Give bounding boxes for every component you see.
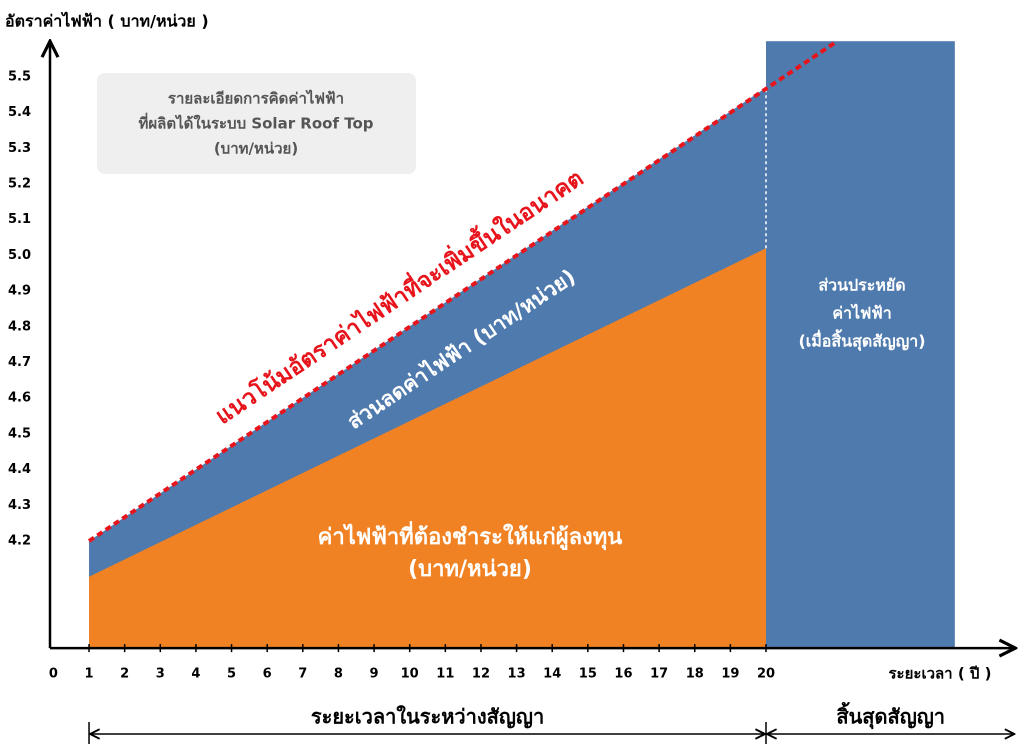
x-tick-label: 17 (650, 667, 668, 682)
x-tick-label: 16 (614, 667, 632, 682)
y-tick-label: 4.5 (8, 426, 31, 441)
x-tick-label: 19 (721, 667, 739, 682)
x-tick-label: 14 (543, 667, 561, 682)
x-tick-label: 8 (334, 667, 343, 682)
x-tick-label: 0 (49, 667, 58, 682)
block-label: ค่าไฟฟ้า (832, 304, 891, 323)
x-tick-label: 6 (263, 667, 272, 682)
x-tick-label: 4 (191, 667, 200, 682)
period-label: สิ้นสุดสัญญา (836, 702, 945, 730)
block-label: (เมื่อสิ้นสุดสัญญา) (798, 329, 925, 352)
area-label: ค่าไฟฟ้าที่ต้องชำระให้แก่ผู้ลงทุน (318, 520, 623, 551)
end-block (766, 41, 955, 649)
y-tick-label: 4.9 (8, 284, 31, 299)
x-tick-label: 12 (472, 667, 490, 682)
y-tick-label: 5.1 (8, 212, 31, 227)
x-tick-label: 5 (227, 667, 236, 682)
period-label: ระยะเวลาในระหว่างสัญญา (311, 705, 544, 729)
x-tick-label: 1 (85, 667, 94, 682)
x-tick-label: 13 (508, 667, 526, 682)
x-tick-label: 2 (120, 667, 129, 682)
y-tick-label: 5.2 (8, 177, 31, 192)
y-tick-label: 5.5 (8, 69, 31, 84)
y-tick-label: 4.4 (8, 462, 31, 477)
x-axis-label: ระยะเวลา ( ปี ) (888, 665, 991, 683)
x-tick-label: 20 (757, 667, 775, 682)
info-text: ที่ผลิตได้ในระบบ Solar Roof Top (138, 113, 373, 133)
area (89, 248, 766, 649)
info-text: (บาท/หน่วย) (214, 140, 298, 158)
block-label: ส่วนประหยัด (818, 276, 905, 295)
area-label: (บาท/หน่วย) (408, 557, 532, 582)
x-tick-label: 7 (298, 667, 307, 682)
y-tick-label: 5.0 (8, 248, 31, 263)
x-tick-label: 3 (156, 667, 165, 682)
y-tick-label: 4.8 (8, 319, 31, 334)
y-axis-label: อัตราค่าไฟฟ้า ( บาท/หน่วย ) (5, 12, 209, 31)
y-tick-label: 4.7 (8, 355, 31, 370)
x-tick-label: 18 (686, 667, 704, 682)
x-tick-label: 11 (436, 667, 454, 682)
info-box (97, 73, 416, 174)
y-tick-label: 4.3 (8, 498, 31, 513)
y-tick-label: 4.6 (8, 391, 31, 406)
info-text: รายละเอียดการคิดค่าไฟฟ้า (168, 89, 344, 108)
x-tick-label: 15 (579, 667, 597, 682)
y-tick-label: 4.2 (8, 534, 31, 549)
x-tick-label: 9 (370, 667, 379, 682)
y-tick-label: 5.3 (8, 141, 31, 156)
y-tick-label: 5.4 (8, 105, 31, 120)
x-tick-label: 10 (401, 667, 419, 682)
